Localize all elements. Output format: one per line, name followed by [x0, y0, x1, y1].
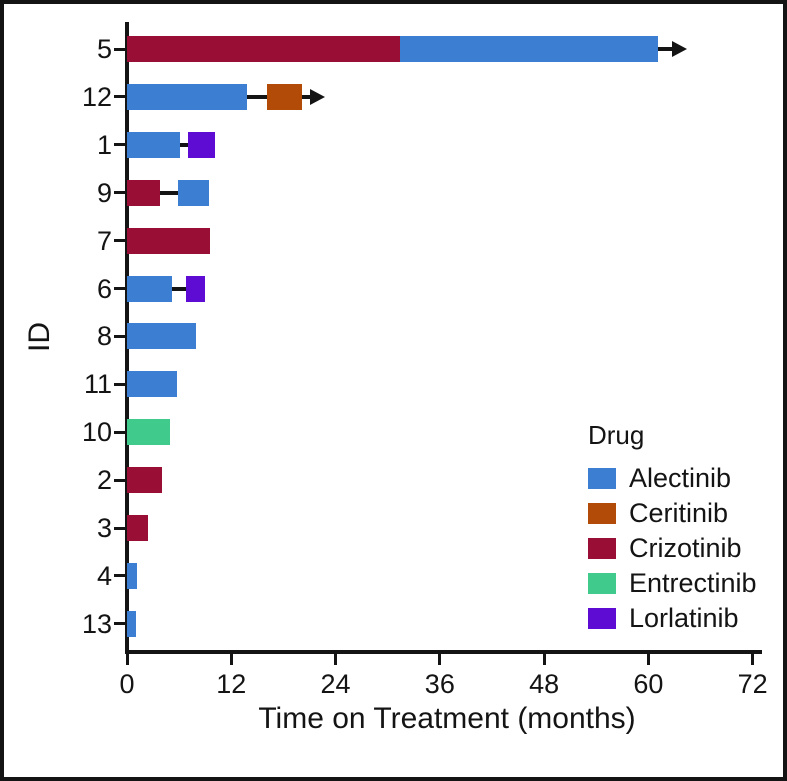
bar-segment-crizotinib — [127, 36, 400, 62]
y-tick-label: 9 — [96, 177, 112, 208]
treatment-gap-connector — [180, 142, 188, 147]
y-tick-label: 2 — [96, 465, 112, 496]
y-tick — [114, 526, 127, 530]
x-tick — [751, 654, 755, 665]
bar-segment-alectinib — [127, 131, 180, 158]
y-tick-label: 3 — [96, 513, 112, 543]
ongoing-arrow-line — [657, 47, 675, 51]
bar-segment-alectinib — [127, 562, 137, 589]
y-tick-label: 12 — [81, 81, 112, 112]
y-tick-label: 4 — [96, 560, 112, 591]
legend-swatch-alectinib — [588, 468, 616, 489]
bar-segment-crizotinib — [127, 227, 210, 254]
ongoing-arrow-head — [671, 41, 687, 57]
y-tick — [114, 143, 127, 147]
x-tick-label: 72 — [737, 669, 768, 699]
y-tick-label: 5 — [96, 34, 112, 64]
treatment-gap-connector — [172, 286, 187, 291]
ongoing-arrow-head — [310, 88, 326, 105]
legend-entry: Crizotinib — [588, 531, 757, 566]
bar-segment-alectinib — [127, 371, 177, 398]
y-tick — [114, 334, 127, 338]
x-axis-title: Time on Treatment (months) — [258, 702, 636, 735]
bar-segment-lorlatinib — [186, 275, 206, 302]
x-tick — [438, 654, 442, 665]
x-tick — [542, 654, 546, 665]
x-tick-label: 12 — [216, 669, 247, 699]
y-tick — [114, 95, 127, 99]
x-tick — [125, 654, 129, 665]
x-tick-label: 0 — [119, 669, 135, 699]
legend-title: Drug — [588, 420, 645, 450]
bar-segment-crizotinib — [127, 467, 162, 494]
y-tick-label: 8 — [96, 321, 112, 352]
legend-label: Entrectinib — [629, 568, 757, 598]
legend-label: Lorlatinib — [629, 603, 739, 633]
y-tick — [114, 478, 127, 482]
legend-label: Alectinib — [629, 463, 732, 493]
y-tick — [114, 47, 127, 51]
legend-swatch-entrectinib — [588, 573, 616, 594]
bar-segment-alectinib — [127, 323, 196, 350]
y-tick — [114, 287, 127, 290]
bar-segment-alectinib — [399, 36, 658, 62]
x-tick-label: 48 — [529, 669, 560, 699]
y-tick — [114, 382, 127, 386]
y-tick — [114, 191, 127, 195]
legend-label: Ceritinib — [629, 498, 729, 528]
bar-segment-crizotinib — [127, 515, 148, 541]
ongoing-arrow-line — [301, 94, 314, 99]
y-tick-label: 7 — [96, 225, 112, 256]
bar-segment-alectinib — [127, 83, 247, 110]
x-tick-label: 60 — [633, 669, 664, 699]
drug-legend: Drug Alectinib Ceritinib Crizotinib Entrect… — [588, 420, 757, 636]
legend-entries: Alectinib Ceritinib Crizotinib Entrectinib L… — [588, 461, 757, 636]
treatment-gap-connector — [246, 94, 267, 99]
bar-segment-ceritinib — [266, 83, 302, 110]
legend-entry: Alectinib — [588, 461, 757, 496]
y-tick-label: 13 — [81, 608, 112, 639]
y-tick-label: 11 — [83, 369, 112, 400]
legend-entry: Entrectinib — [588, 566, 757, 601]
x-axis-line — [125, 650, 762, 654]
bar-segment-crizotinib — [127, 179, 161, 206]
y-tick — [114, 239, 127, 243]
bar-segment-alectinib — [127, 610, 136, 637]
legend-swatch-ceritinib — [588, 503, 616, 524]
x-tick — [646, 654, 650, 665]
legend-entry: Lorlatinib — [588, 601, 757, 636]
treatment-gap-connector — [160, 190, 179, 195]
bar-segment-alectinib — [127, 275, 173, 302]
bar-segment-lorlatinib — [187, 131, 215, 158]
y-tick-label: 1 — [96, 129, 112, 160]
x-tick-label: 36 — [424, 669, 455, 699]
bar-segment-entrectinib — [127, 419, 170, 446]
x-tick — [229, 654, 233, 665]
x-tick — [334, 654, 338, 665]
legend-swatch-lorlatinib — [588, 608, 616, 629]
legend-label: Crizotinib — [629, 533, 742, 563]
legend-swatch-crizotinib — [588, 538, 616, 559]
y-tick — [114, 574, 127, 578]
y-tick-label: 6 — [96, 273, 112, 304]
bar-segment-alectinib — [178, 179, 209, 206]
y-axis-title: ID — [23, 322, 56, 352]
x-tick-label: 24 — [320, 669, 351, 699]
y-tick-label: 10 — [81, 417, 112, 448]
y-tick — [114, 622, 127, 626]
legend-entry: Ceritinib — [588, 496, 757, 531]
y-tick — [114, 430, 127, 434]
